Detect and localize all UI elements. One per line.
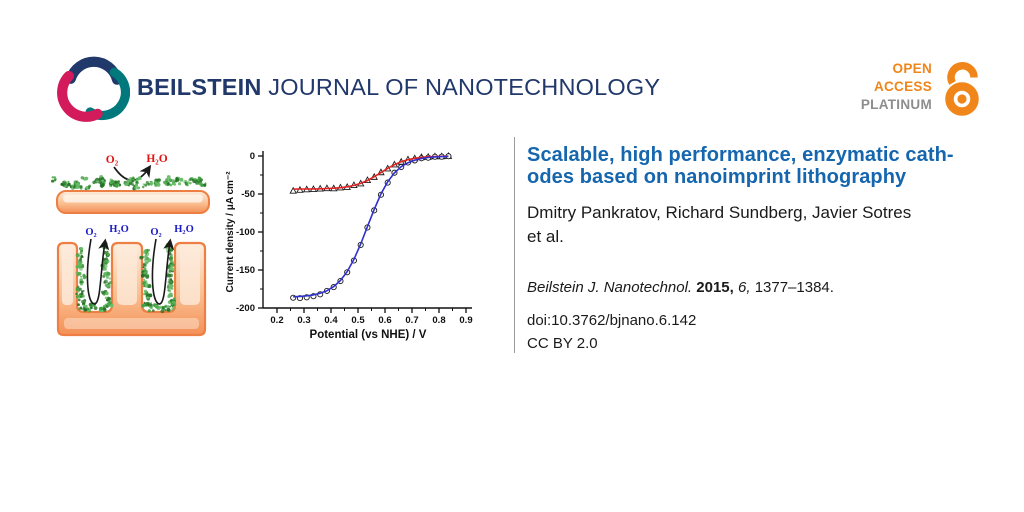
svg-text:0.2: 0.2 bbox=[270, 315, 283, 326]
label-o2-top: O₂ bbox=[106, 154, 119, 166]
svg-text:-150: -150 bbox=[236, 265, 255, 276]
open-access-line2: ACCESS bbox=[873, 79, 932, 94]
svg-text:0.3: 0.3 bbox=[297, 315, 310, 326]
open-access-line1: OPEN bbox=[892, 61, 932, 76]
paper-citation: Beilstein J. Nanotechnol. 2015, 6, 1377–… bbox=[527, 279, 972, 296]
citation-volume: 6, bbox=[738, 279, 751, 296]
citation-year: 2015, bbox=[696, 279, 734, 296]
series-markers-circle bbox=[290, 153, 452, 302]
planar-electrode-highlight bbox=[63, 194, 203, 203]
paper-title-line2: odes based on nanoimprint lithography bbox=[527, 166, 907, 188]
vertical-divider bbox=[514, 137, 515, 353]
comb-tooth-highlight-1 bbox=[62, 247, 73, 305]
y-axis-ticks: 0 -50 -100 -150 -200 bbox=[236, 151, 263, 314]
svg-text:0.9: 0.9 bbox=[459, 315, 472, 326]
journal-wordmark-beilstein: BEILSTEIN bbox=[137, 74, 262, 100]
paper-title: Scalable, high performance, enzymatic ca… bbox=[527, 144, 972, 188]
label-o2-right: O₂ bbox=[150, 227, 161, 238]
electrode-illustration: O₂ H₂O O₂ H₂O O₂ H₂O bbox=[51, 153, 210, 337]
svg-text:-200: -200 bbox=[236, 303, 255, 314]
logo-arc-crimson bbox=[57, 70, 103, 122]
lock-body bbox=[945, 82, 979, 116]
paper-authors-line1: Dmitry Pankratov, Richard Sundberg, Javi… bbox=[527, 203, 912, 222]
svg-text:0.5: 0.5 bbox=[351, 315, 365, 326]
svg-text:0.7: 0.7 bbox=[405, 315, 418, 326]
paper-doi: doi:10.3762/bjnano.6.142 bbox=[527, 312, 697, 329]
paper-authors-line2: et al. bbox=[527, 226, 564, 246]
enzyme-layer-planar bbox=[51, 175, 207, 191]
chart-svg: Current density / μA cm⁻² Potential (vs … bbox=[225, 151, 473, 341]
svg-text:0.8: 0.8 bbox=[432, 315, 445, 326]
citation-journal: Beilstein J. Nanotechnol. bbox=[527, 279, 693, 296]
svg-text:0.4: 0.4 bbox=[324, 315, 338, 326]
svg-text:0: 0 bbox=[250, 151, 255, 162]
paper-license: CC BY 2.0 bbox=[527, 335, 598, 352]
comb-tooth-highlight-3 bbox=[180, 247, 200, 305]
comb-tooth-highlight-2 bbox=[117, 247, 137, 305]
voltammogram-chart: Current density / μA cm⁻² Potential (vs … bbox=[222, 136, 484, 348]
label-h2o-left: H₂O bbox=[109, 224, 128, 235]
open-access-line3: PLATINUM bbox=[860, 97, 932, 112]
reaction-arrow-trench-2 bbox=[151, 238, 175, 305]
svg-text:-100: -100 bbox=[236, 227, 255, 238]
svg-text:-50: -50 bbox=[241, 189, 255, 200]
label-o2-left: O₂ bbox=[85, 227, 96, 238]
chart-y-axis-label: Current density / μA cm⁻² bbox=[225, 171, 236, 293]
series-fit-line bbox=[293, 155, 449, 190]
label-h2o-right: H₂O bbox=[174, 224, 193, 235]
lock-keyhole bbox=[957, 94, 967, 104]
paper-authors: Dmitry Pankratov, Richard Sundberg, Javi… bbox=[527, 201, 972, 248]
logo-arc-teal bbox=[85, 67, 130, 120]
label-h2o-top: H₂O bbox=[146, 153, 167, 165]
beilstein-logo bbox=[57, 56, 130, 122]
comb-base-highlight bbox=[64, 318, 199, 329]
paper-info: Scalable, high performance, enzymatic ca… bbox=[527, 144, 972, 352]
x-axis-ticks: 0.2 0.3 0.4 0.5 0.6 0.7 0.8 0.9 bbox=[270, 308, 473, 326]
chart-x-axis-label: Potential (vs NHE) / V bbox=[310, 329, 427, 341]
open-access-lock-icon bbox=[945, 62, 979, 116]
journal-wordmark: BEILSTEIN JOURNAL OF NANOTECHNOLOGY bbox=[137, 74, 660, 101]
series-fit-line bbox=[293, 155, 449, 298]
open-access-badge-text: OPEN ACCESS PLATINUM bbox=[820, 60, 932, 114]
citation-pages: 1377–1384. bbox=[754, 279, 834, 296]
svg-text:0.6: 0.6 bbox=[378, 315, 391, 326]
paper-title-line1: Scalable, high performance, enzymatic ca… bbox=[527, 144, 954, 166]
chart-plot-area: 0 -50 -100 -150 -200 0.2 0.3 0.4 0.5 0.6 0.7 0.8 0.9 bbox=[236, 151, 473, 326]
lock-shackle bbox=[947, 62, 978, 85]
reaction-arrow-trench-1 bbox=[86, 238, 110, 305]
journal-wordmark-rest: JOURNAL OF NANOTECHNOLOGY bbox=[261, 74, 661, 100]
